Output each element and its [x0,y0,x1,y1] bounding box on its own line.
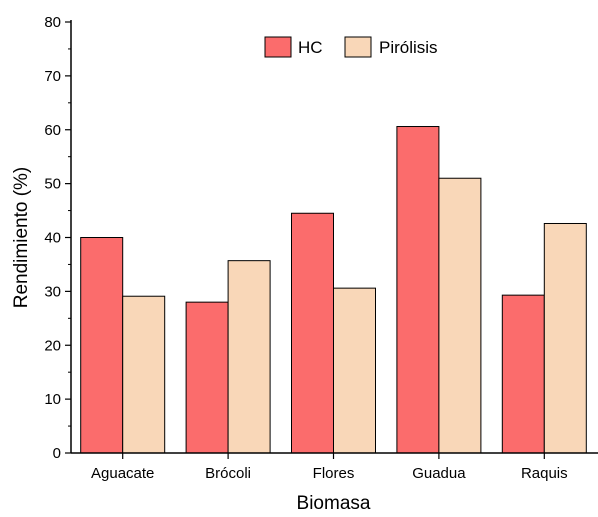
legend-label: HC [298,38,323,57]
bar-pir-lisis-flores [333,287,376,454]
y-tick-label: 70 [44,68,61,85]
y-tick-label: 50 [44,176,61,193]
x-tick-label: Flores [313,465,355,482]
legend-label: Pirólisis [379,38,438,57]
y-tick-label: 60 [44,122,61,139]
bar-pir-lisis-aguacate [122,295,166,454]
y-axis-title: Rendimiento (%) [11,167,32,309]
y-tick-label: 40 [44,230,61,247]
x-tick-label: Aguacate [91,465,154,482]
bars-layer [80,126,587,454]
bar-pir-lisis-br-coli [227,260,271,454]
y-tick-label: 0 [53,445,61,462]
bar-hc-aguacate [80,237,124,454]
y-tick-label: 10 [44,391,61,408]
legend-swatch-pir-lisis [344,36,372,58]
bar-pir-lisis-guadua [438,177,482,454]
y-tick-label: 80 [44,14,61,31]
bar-hc-flores [291,212,334,454]
x-axis-title: Biomasa [297,493,371,514]
y-tick-label: 30 [44,283,61,300]
legend-swatch-hc [264,36,292,58]
legend: HC Pirólisis [264,36,438,58]
bar-pir-lisis-raquis [543,222,587,454]
x-tick-label: Raquis [521,465,568,482]
x-tick-label: Brócoli [205,465,251,482]
y-tick-label: 20 [44,337,61,354]
x-tick-label: Guadua [412,465,466,482]
bar-hc-raquis [501,294,545,454]
bar-hc-br-coli [185,301,229,454]
axes-layer: 0 10 20 30 40 50 60 70 80 Aguacate Brócoli Flores Gu… [44,14,598,482]
bar-hc-guadua [396,126,440,454]
